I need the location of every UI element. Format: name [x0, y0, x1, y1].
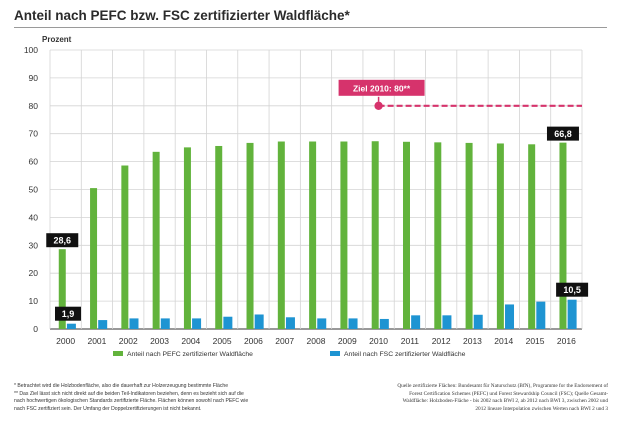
y-tick-label: 20: [29, 268, 39, 278]
data-label: 28,6: [53, 236, 71, 246]
data-label-box: [546, 126, 579, 141]
footnote-line: ** Das Ziel lässt sich nicht direkt auf …: [14, 390, 244, 397]
bar-fsc: [223, 316, 233, 329]
title-divider: [14, 27, 607, 28]
data-label-box: [556, 282, 589, 297]
y-tick-label: 50: [29, 185, 39, 195]
bar-pefc: [496, 143, 504, 329]
bar-pefc: [309, 141, 317, 329]
source-line: Quelle zertifizierte Flächen: Bundesamt …: [397, 383, 608, 389]
bar-fsc: [98, 320, 108, 329]
bar-pefc: [183, 147, 191, 329]
y-tick-label: 80: [29, 101, 39, 111]
bar-fsc: [285, 317, 295, 329]
x-tick-label: 2013: [463, 336, 482, 346]
x-tick-label: 2001: [87, 336, 106, 346]
data-label-box: [46, 233, 79, 248]
footnote-line: nach FSC zertifiziert sein. Der Umfang d…: [14, 405, 202, 412]
bar-pefc: [215, 145, 223, 329]
bar-fsc: [192, 318, 202, 329]
x-tick-label: 2003: [150, 336, 169, 346]
bar-fsc: [66, 323, 76, 329]
bar-fsc: [567, 299, 577, 329]
footnote-line: nach hochwertigen ökologischen Standards…: [14, 398, 249, 405]
x-tick-label: 2011: [401, 336, 420, 346]
legend-label: Anteil nach FSC zertifizierter Waldfläch…: [344, 351, 466, 358]
bar-pefc: [246, 142, 254, 329]
source-note: Quelle zertifizierte Flächen: Bundesamt …: [322, 383, 608, 413]
bar-chart: Prozent 0 10 20 30 40 50 60 70 80 90 100 2000 2001 200…: [24, 35, 589, 358]
source-line: Forest Certification Schemes (PEFC) und …: [409, 390, 608, 397]
bar-fsc: [160, 318, 170, 329]
x-tick-label: 2007: [275, 336, 294, 346]
bar-pefc: [121, 165, 129, 329]
x-tick-label: 2009: [338, 336, 357, 346]
data-label: 10,5: [563, 285, 581, 295]
data-label: 66,8: [554, 129, 572, 139]
x-tick-label: 2010: [369, 336, 388, 346]
target-point: [374, 101, 383, 111]
bar-pefc: [402, 141, 410, 329]
bar-fsc: [348, 318, 358, 329]
x-tick-label: 2000: [56, 336, 75, 346]
y-tick-label: 60: [29, 157, 39, 167]
y-tick-label: 40: [29, 212, 39, 222]
x-tick-label: 2012: [432, 336, 451, 346]
data-label: 1,9: [62, 309, 75, 319]
y-tick-label: 100: [24, 45, 38, 55]
bar-pefc: [90, 188, 98, 329]
x-tick-label: 2005: [213, 336, 232, 346]
bar-pefc: [465, 142, 473, 329]
bar-fsc: [536, 301, 546, 329]
target-label-box: [338, 79, 425, 96]
x-tick-label: 2004: [181, 336, 200, 346]
source-line: Waldfläche: Holzboden-Fläche - bis 2002 …: [402, 398, 608, 405]
bar-fsc: [505, 304, 515, 329]
x-tick-label: 2015: [526, 336, 545, 346]
bar-fsc: [317, 318, 327, 329]
y-tick-label: 0: [33, 324, 38, 334]
bar-pefc: [340, 141, 348, 329]
bar-pefc: [559, 142, 567, 329]
bar-pefc: [528, 144, 536, 329]
bar-fsc: [379, 318, 389, 329]
footnotes: * Betrachtet wird die Holzbodenfläche, a…: [14, 383, 314, 413]
y-tick-label: 10: [29, 296, 39, 306]
bar-fsc: [129, 318, 139, 329]
footnote-line: * Betrachtet wird die Holzbodenfläche, a…: [14, 383, 229, 389]
bar-pefc: [434, 142, 442, 329]
x-tick-label: 2016: [557, 336, 576, 346]
bar-pefc: [152, 151, 160, 329]
x-tick-label: 2006: [244, 336, 263, 346]
y-tick-label: 70: [29, 129, 39, 139]
chart-title: Anteil nach PEFC bzw. FSC zertifizierter…: [14, 8, 350, 23]
y-tick-label: 30: [29, 240, 39, 250]
target-label: Ziel 2010: 80**: [353, 83, 411, 93]
bar-pefc: [277, 141, 285, 329]
legend-swatch: [113, 351, 123, 356]
bar-fsc: [254, 314, 264, 329]
source-line: 2012 lineare Interpolation zwischen Wert…: [475, 405, 608, 412]
bar-fsc: [442, 315, 452, 329]
bar-fsc: [411, 315, 421, 329]
x-tick-label: 2002: [119, 336, 138, 346]
legend-label: Anteil nach PEFC zertifizierter Waldfläc…: [127, 351, 253, 358]
bar-fsc: [473, 314, 483, 329]
data-label-box: [55, 306, 81, 321]
y-tick-label: 90: [29, 73, 39, 83]
bar-pefc: [58, 249, 66, 329]
x-tick-label: 2008: [307, 336, 326, 346]
y-axis-label: Prozent: [42, 35, 72, 44]
bar-pefc: [371, 141, 379, 329]
legend-swatch: [330, 351, 340, 356]
x-tick-label: 2014: [494, 336, 513, 346]
